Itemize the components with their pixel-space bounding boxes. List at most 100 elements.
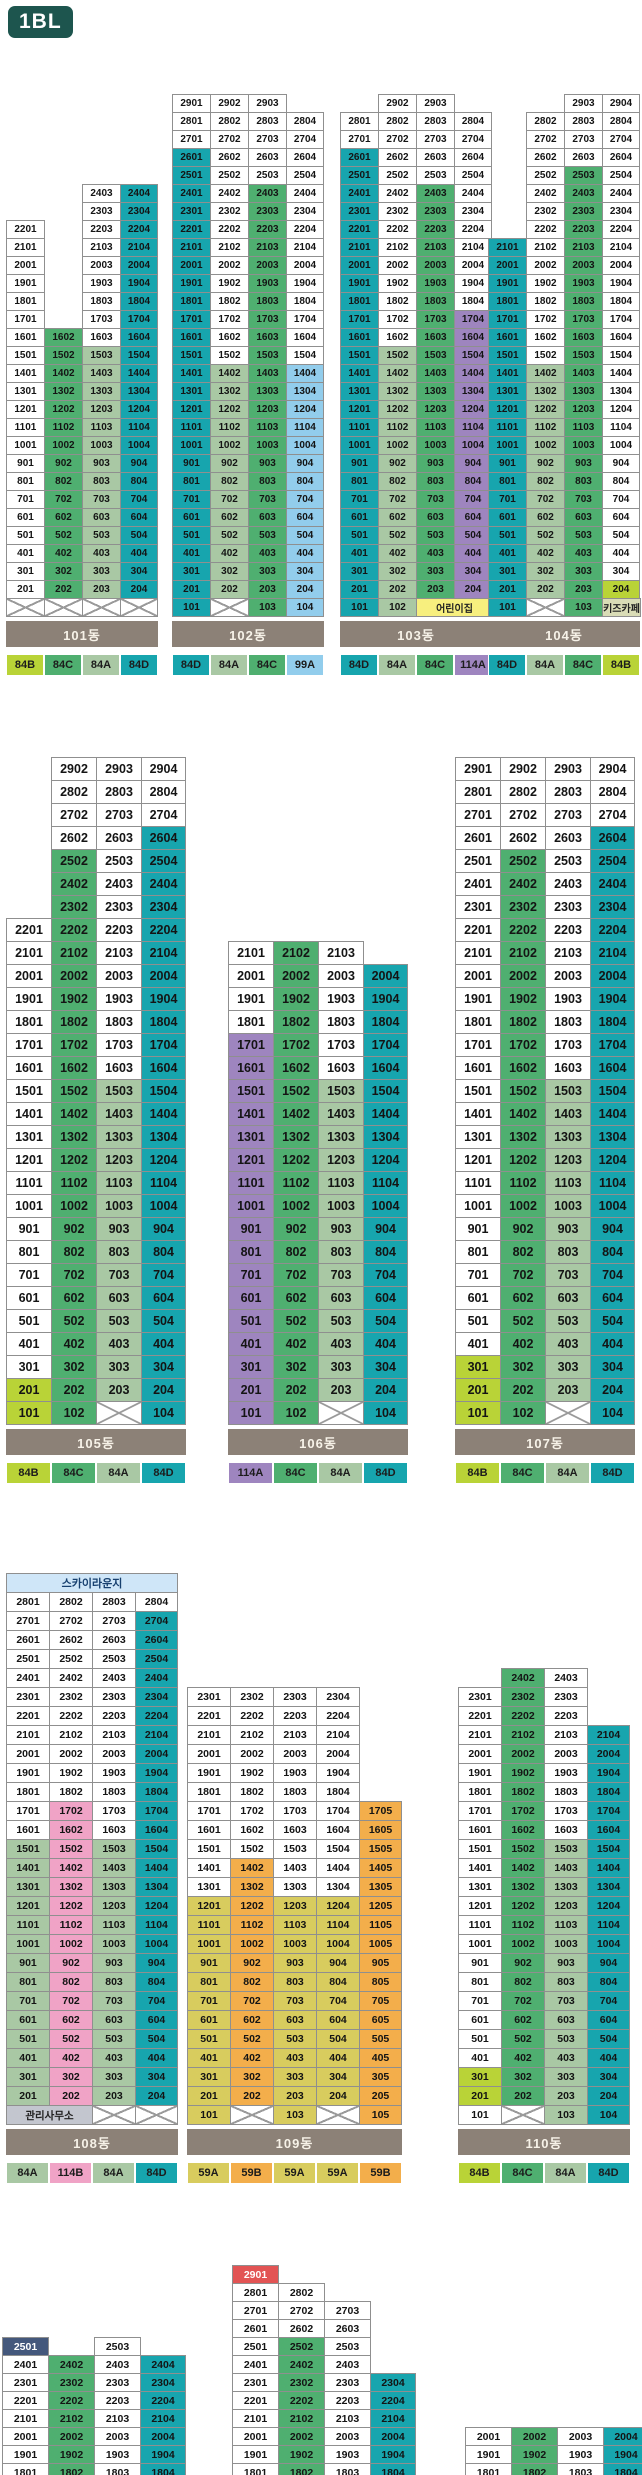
unit-cell: 1901 xyxy=(6,987,52,1011)
unit-cell: 704 xyxy=(141,1263,186,1287)
unit-cell: 1203 xyxy=(92,1896,136,1916)
unit-cell: 401 xyxy=(458,2048,502,2068)
unit-cell: 2001 xyxy=(228,964,274,988)
unit-cell: 1801 xyxy=(172,292,211,311)
unit-cell: 1901 xyxy=(465,2445,512,2464)
unit-cell: 203 xyxy=(544,2086,588,2106)
unit-cell: 2803 xyxy=(545,780,591,804)
unit-cell: 1402 xyxy=(500,1102,546,1126)
unit-cell: 2301 xyxy=(6,1687,50,1707)
unit-cell: 2101 xyxy=(228,941,274,965)
unit-cell: 1602 xyxy=(51,1056,97,1080)
unit-cell: 305 xyxy=(359,2067,402,2087)
unit-cell: 902 xyxy=(49,1953,93,1973)
unit-cell: 302 xyxy=(210,562,249,581)
unit-cell: 2701 xyxy=(455,803,501,827)
unit-cell: 2204 xyxy=(141,918,186,942)
unit-cell: 1803 xyxy=(557,2463,604,2475)
unit-cell: 702 xyxy=(44,490,83,509)
unit-cell: 1103 xyxy=(564,418,603,437)
unit-cell: 604 xyxy=(363,1286,408,1310)
type-badge: 84D xyxy=(172,654,210,676)
unit-cell: 1803 xyxy=(544,1782,588,1802)
unit-cell: 401 xyxy=(6,544,45,563)
building-name: 107동 xyxy=(455,1429,635,1455)
unit-cell: 201 xyxy=(455,1378,501,1402)
unit-cell: 901 xyxy=(187,1953,231,1973)
unit-cell: 1803 xyxy=(82,292,121,311)
unit-cell: 904 xyxy=(454,454,492,473)
unit-cell: 302 xyxy=(500,1355,546,1379)
unit-cell: 502 xyxy=(230,2029,274,2049)
unit-cell: 1904 xyxy=(590,987,635,1011)
unit-cell: 2604 xyxy=(135,1630,178,1650)
unit-cell: 702 xyxy=(501,1991,545,2011)
unit-cell: 501 xyxy=(488,526,527,545)
unit-cell: 1003 xyxy=(416,436,455,455)
unit-cell: 1403 xyxy=(545,1102,591,1126)
unit-cell: 1703 xyxy=(318,1033,364,1057)
unit-cell: 2101 xyxy=(458,1725,502,1745)
unit-cell: 601 xyxy=(6,1286,52,1310)
unit-cell: 2301 xyxy=(340,202,379,221)
unit-cell: 102 xyxy=(273,1401,319,1425)
unit-cell: 2001 xyxy=(6,964,52,988)
unit-cell: 1901 xyxy=(6,1763,50,1783)
unit-cell: 2602 xyxy=(49,1630,93,1650)
unit-cell: 1003 xyxy=(82,436,121,455)
unit-cell: 504 xyxy=(363,1309,408,1333)
type-badge: 114A xyxy=(228,1462,273,1484)
unit-cell: 801 xyxy=(228,1240,274,1264)
unit-cell: 2802 xyxy=(278,2283,325,2302)
unit-cell: 1904 xyxy=(602,274,640,293)
unit-cell: 1901 xyxy=(488,274,527,293)
unit-cell: 2502 xyxy=(500,849,546,873)
unit-cell: 603 xyxy=(248,508,287,527)
unit-cell: 601 xyxy=(6,508,45,527)
unit-cell: 1101 xyxy=(6,418,45,437)
unit-cell: 1402 xyxy=(526,364,565,383)
unit-cell: 1304 xyxy=(587,1877,630,1897)
unit-cell: 704 xyxy=(454,490,492,509)
unit-cell: 1202 xyxy=(378,400,417,419)
unit-cell: 2001 xyxy=(465,2427,512,2446)
unit-cell: 301 xyxy=(340,562,379,581)
unit-cell: 2701 xyxy=(232,2301,279,2320)
unit-cell: 1601 xyxy=(488,328,527,347)
unit-cell: 2204 xyxy=(370,2391,416,2410)
unit-cell: 201 xyxy=(458,2086,502,2106)
unit-cell: 702 xyxy=(526,490,565,509)
unit-cell: 604 xyxy=(454,508,492,527)
unit-cell: 2602 xyxy=(278,2319,325,2338)
unit-cell: 2404 xyxy=(602,184,640,203)
unit-cell: 2804 xyxy=(590,780,635,804)
unit-cell: 2403 xyxy=(545,872,591,896)
unit-cell: 202 xyxy=(44,580,83,599)
unit-cell: 101 xyxy=(340,598,379,617)
type-badge: 84C xyxy=(248,654,286,676)
type-badge: 114A xyxy=(454,654,492,676)
unit-cell: 2402 xyxy=(49,1668,93,1688)
unit-cell: 1401 xyxy=(172,364,211,383)
unit-cell: 2002 xyxy=(210,256,249,275)
unit-cell: 104 xyxy=(587,2105,630,2125)
unit-cell: 1504 xyxy=(316,1839,360,1859)
unit-cell: 2402 xyxy=(48,2355,95,2374)
type-badge: 84B xyxy=(6,654,44,676)
unit-cell: 1903 xyxy=(94,2445,141,2464)
unit-cell: 701 xyxy=(228,1263,274,1287)
unit-cell: 203 xyxy=(92,2086,136,2106)
unit-cell: 1402 xyxy=(378,364,417,383)
unit-cell: 802 xyxy=(378,472,417,491)
unit-cell: 204 xyxy=(120,580,158,599)
unit-cell: 2201 xyxy=(6,220,45,239)
type-badge: 84A xyxy=(544,2162,587,2184)
type-badge: 59B xyxy=(359,2162,402,2184)
unit-cell: 503 xyxy=(96,1309,142,1333)
unit-cell: 2304 xyxy=(120,202,158,221)
unit-cell: 2902 xyxy=(51,757,97,781)
unit-cell: 2802 xyxy=(500,780,546,804)
unit-cell: 2103 xyxy=(545,941,591,965)
unit-cell: 1203 xyxy=(82,400,121,419)
unit-cell: 1502 xyxy=(210,346,249,365)
